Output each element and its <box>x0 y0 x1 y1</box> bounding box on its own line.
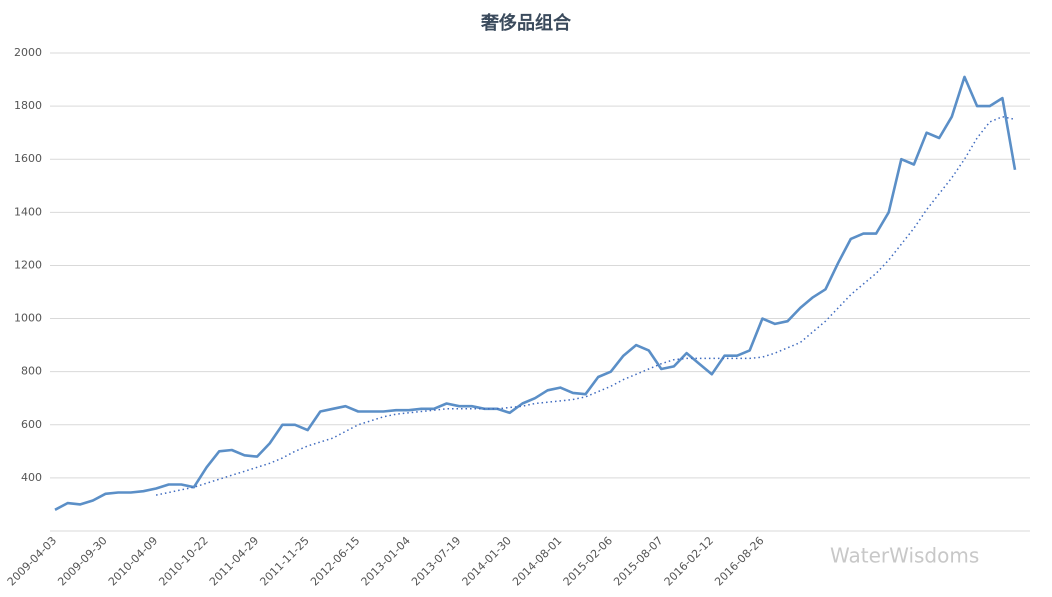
x-tick-label: 2010-10-22 <box>156 534 210 588</box>
y-tick-label: 1000 <box>14 312 42 325</box>
chart-title: 奢侈品组合 <box>480 12 572 34</box>
x-tick-label: 2015-02-06 <box>561 534 615 588</box>
x-tick-label: 2011-11-25 <box>257 534 311 588</box>
y-tick-label: 800 <box>21 365 42 378</box>
x-tick-label: 2015-08-07 <box>611 534 665 588</box>
y-tick-label: 400 <box>21 471 42 484</box>
y-tick-label: 1200 <box>14 258 42 271</box>
x-tick-label: 2010-04-09 <box>106 534 160 588</box>
x-tick-label: 2016-02-12 <box>662 534 716 588</box>
x-tick-label: 2012-06-15 <box>308 534 362 588</box>
x-tick-label: 2014-08-01 <box>510 534 564 588</box>
y-tick-label: 1800 <box>14 99 42 112</box>
x-tick-label: 2013-07-19 <box>409 534 463 588</box>
y-tick-label: 2000 <box>14 46 42 59</box>
x-tick-label: 2014-01-30 <box>460 534 514 588</box>
y-tick-label: 1600 <box>14 152 42 165</box>
x-tick-label: 2016-08-26 <box>712 534 766 588</box>
x-tick-label: 2009-09-30 <box>55 534 109 588</box>
x-tick-label: 2011-04-29 <box>207 534 261 588</box>
series-line <box>155 115 1016 496</box>
x-tick-label: 2009-04-03 <box>5 534 59 588</box>
series-line <box>54 75 1017 511</box>
y-tick-label: 1400 <box>14 205 42 218</box>
y-tick-label: 600 <box>21 418 42 431</box>
x-tick-label: 2013-01-04 <box>359 534 413 588</box>
watermark: WaterWisdoms <box>830 544 979 568</box>
